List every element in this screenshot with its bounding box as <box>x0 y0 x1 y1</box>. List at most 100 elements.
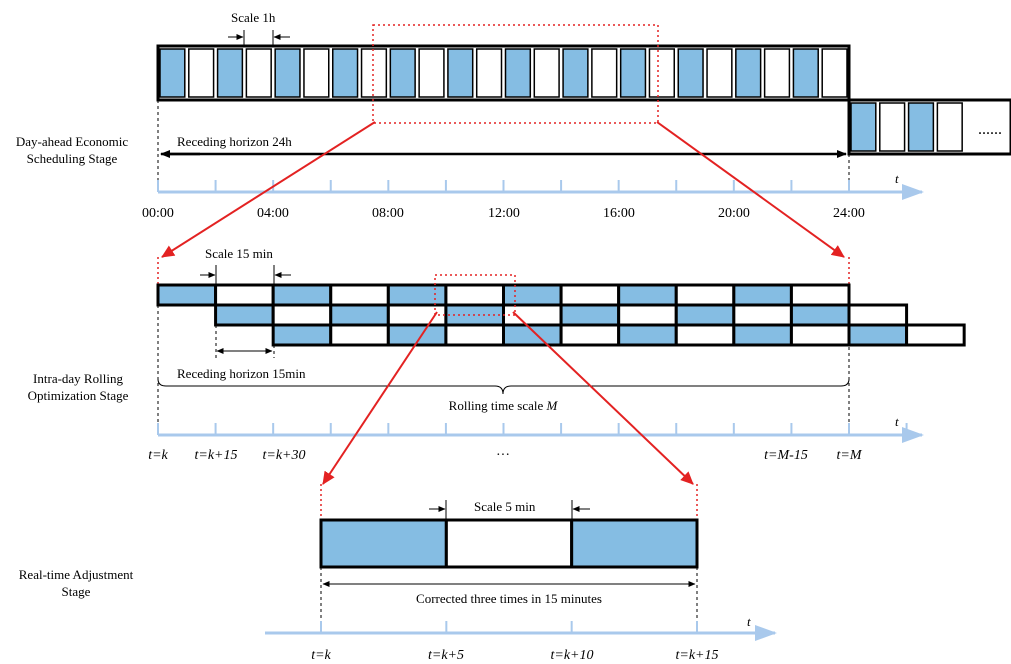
hour-cell-7 <box>332 48 359 98</box>
hour-cell-4 <box>245 48 272 98</box>
hour-cell-6 <box>303 48 330 98</box>
rolling-time-scale-label: Rolling time scale M <box>449 398 559 413</box>
five-min-cell-2 <box>444 518 574 569</box>
zoom-arrow-right-1 <box>656 121 845 258</box>
row3-cell-6 <box>559 323 621 347</box>
next-day-cell-4 <box>936 102 963 152</box>
row2-cell-1 <box>214 303 275 327</box>
real-time-cells <box>319 518 699 569</box>
row1-cell-9 <box>617 283 678 307</box>
row1-cell-3 <box>271 283 333 307</box>
hour-cell-17 <box>619 48 647 98</box>
time-label-1200: 12:00 <box>488 206 520 221</box>
stage2-label-line2: Optimization Stage <box>28 388 129 403</box>
stage2-zoom-box <box>434 274 516 316</box>
stage1-scale-label: Scale 1h <box>231 10 276 25</box>
row2-cell-4 <box>386 303 448 327</box>
row3-cell-10 <box>789 323 851 347</box>
stage1-horizon-label: Receding horizon 24h <box>177 134 292 149</box>
hour-cell-10 <box>418 48 445 98</box>
stage2-axis-var: t <box>895 414 899 429</box>
stage3-scale-label: Scale 5 min <box>474 499 536 514</box>
row2-cell-3 <box>329 303 390 327</box>
row3-cell-7 <box>617 323 678 347</box>
row1-cell-7 <box>502 283 563 307</box>
time-label-2000: 20:00 <box>718 206 750 221</box>
row2-cell-8 <box>617 303 678 327</box>
row2-cell-10 <box>732 303 793 327</box>
stage2-horizon-label: Receding horizon 15min <box>177 366 306 381</box>
next-day-cell-3 <box>907 102 935 152</box>
row1-cell-10 <box>674 283 736 307</box>
row1-cell-2 <box>214 283 275 307</box>
hour-cell-2 <box>188 48 215 98</box>
stage2-axis-ticks <box>157 423 908 435</box>
hour-cell-16 <box>591 48 618 98</box>
row3-cell-8 <box>674 323 736 347</box>
hour-cell-24 <box>821 48 848 98</box>
stage2-ellipsis: ··· <box>496 448 510 463</box>
hour-cell-1 <box>159 48 186 98</box>
stage3-label-line2: Stage <box>62 584 91 599</box>
hour-cell-22 <box>763 48 791 98</box>
hour-cell-19 <box>677 48 704 98</box>
row1-cell-11 <box>732 283 793 307</box>
row3-cell-2 <box>329 323 390 347</box>
time-label-1600: 16:00 <box>603 206 635 221</box>
row3-cell-4 <box>444 323 505 347</box>
stage2-tick-t-m: t=M <box>837 448 863 463</box>
stage1-zoom-box <box>372 24 659 124</box>
row1-cell-8 <box>559 283 621 307</box>
row2-cell-2 <box>271 303 333 327</box>
hour-cell-13 <box>504 48 532 98</box>
row1-cell-5 <box>386 283 448 307</box>
stage3-label-line1: Real-time Adjustment <box>19 567 134 582</box>
day-ahead-bar-outline <box>156 44 851 102</box>
row2-cell-11 <box>789 303 851 327</box>
time-label-0800: 08:00 <box>372 206 404 221</box>
row3-cell-11 <box>847 323 909 347</box>
stage3-corrected-label: Corrected three times in 15 minutes <box>416 591 602 606</box>
row1-cell-12 <box>789 283 851 307</box>
stage3-tick-t-k10: t=k+10 <box>551 648 594 663</box>
stage1-axis-ticks <box>157 180 850 192</box>
stage2-label-line1: Intra-day Rolling <box>33 371 123 386</box>
next-day-cell-2 <box>879 102 906 152</box>
stage2-tick-t-m15: t=M-15 <box>764 448 808 463</box>
hour-cell-3 <box>216 48 244 98</box>
stage3-axis-var: t <box>747 614 751 629</box>
stage2-tick-t-k: t=k <box>148 448 168 463</box>
row1-cell-1 <box>156 283 218 307</box>
zoom-arrow-right-2 <box>512 311 694 485</box>
hour-cell-23 <box>792 48 819 98</box>
hour-cell-20 <box>706 48 733 98</box>
hour-cell-11 <box>447 48 474 98</box>
row2-cell-6 <box>502 303 563 327</box>
stage3-tick-t-k5: t=k+5 <box>428 648 464 663</box>
stage2-tick-t-k30: t=k+30 <box>263 448 306 463</box>
hour-cell-5 <box>274 48 301 98</box>
five-min-cell-1 <box>319 518 448 569</box>
stage1-label-line1: Day-ahead Economic <box>16 134 128 149</box>
hour-cell-9 <box>389 48 416 98</box>
stage2-tick-t-k15: t=k+15 <box>195 448 238 463</box>
intra-day-rolling-rows <box>156 283 966 347</box>
hour-cell-14 <box>533 48 560 98</box>
stage1-time-labels: 00:00 04:00 08:00 12:00 16:00 20:00 24:0… <box>142 206 865 221</box>
row2-cell-12 <box>847 303 909 327</box>
time-label-0400: 04:00 <box>257 206 289 221</box>
row3-cell-1 <box>271 323 333 347</box>
row2-cell-9 <box>674 303 736 327</box>
row3-cell-12 <box>905 323 966 347</box>
row1-cell-4 <box>329 283 390 307</box>
stage2-scale-label: Scale 15 min <box>205 246 273 261</box>
hour-cell-8 <box>360 48 388 98</box>
row2-cell-7 <box>559 303 621 327</box>
stage3-tick-t-k15: t=k+15 <box>676 648 719 663</box>
row3-cell-9 <box>732 323 793 347</box>
hour-cell-21 <box>735 48 762 98</box>
zoom-arrow-left-2 <box>322 311 438 485</box>
row3-cell-5 <box>502 323 563 347</box>
stage3-axis-ticks <box>320 621 698 633</box>
